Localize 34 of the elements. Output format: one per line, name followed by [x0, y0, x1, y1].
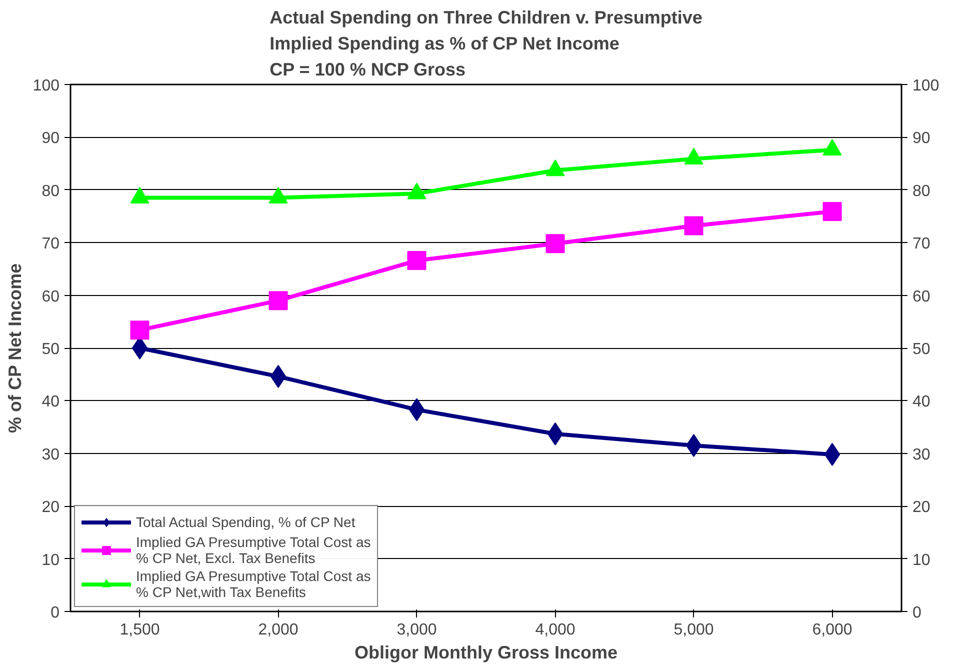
- y2-tick-label: 0: [912, 604, 922, 622]
- x-tick-label: 5,000: [674, 622, 714, 638]
- y2-tick-label: 10: [912, 552, 930, 569]
- y-tick-label: 70: [42, 236, 60, 253]
- y2-tick-label: 50: [912, 341, 930, 358]
- x-tick-label: 2,000: [258, 622, 298, 638]
- y-tick-label: 80: [42, 182, 60, 200]
- y-tick-label: 50: [42, 341, 60, 358]
- y2-tick-label: 60: [912, 288, 930, 306]
- legend-label: Implied GA Presumptive Total Cost as % CP Net,with Tax Benefits: [136, 568, 371, 600]
- y2-tick-label: 40: [912, 394, 930, 411]
- y2-tick-label: 20: [912, 499, 930, 516]
- y-tick-label: 40: [42, 394, 60, 411]
- y2-tick-label: 80: [912, 182, 930, 200]
- chart-title: Actual Spending on Three Children v. Presumptive Implied Spending as % of CP Net Income CP = 100 % NCP Gross: [270, 8, 702, 80]
- x-axis-title: Obligor Monthly Gross Income: [354, 642, 618, 662]
- legend-label: Total Actual Spending, % of CP Net: [136, 514, 356, 530]
- y-tick-label: 60: [42, 288, 60, 306]
- y-tick-label: 20: [42, 499, 60, 516]
- y2-tick-label: 90: [912, 130, 930, 148]
- x-tick-label: 4,000: [535, 622, 576, 638]
- y-tick-label: 0: [50, 604, 60, 622]
- x-tick-label: 6,000: [812, 622, 852, 638]
- y-tick-label: 90: [42, 130, 60, 148]
- y-tick-label: 100: [32, 78, 60, 94]
- y2-tick-label: 30: [912, 446, 930, 464]
- legend-label: Implied GA Presumptive Total Cost as % CP Net, Excl. Tax Benefits: [136, 534, 371, 566]
- x-tick-label: 3,000: [396, 622, 437, 638]
- x-tick-label: 1,500: [120, 622, 160, 638]
- y-tick-label: 30: [42, 446, 60, 464]
- y2-tick-label: 100: [912, 78, 940, 94]
- y-axis-title: % of CP Net Income: [4, 263, 25, 434]
- y2-tick-label: 70: [912, 236, 930, 253]
- y-tick-label: 10: [42, 552, 60, 569]
